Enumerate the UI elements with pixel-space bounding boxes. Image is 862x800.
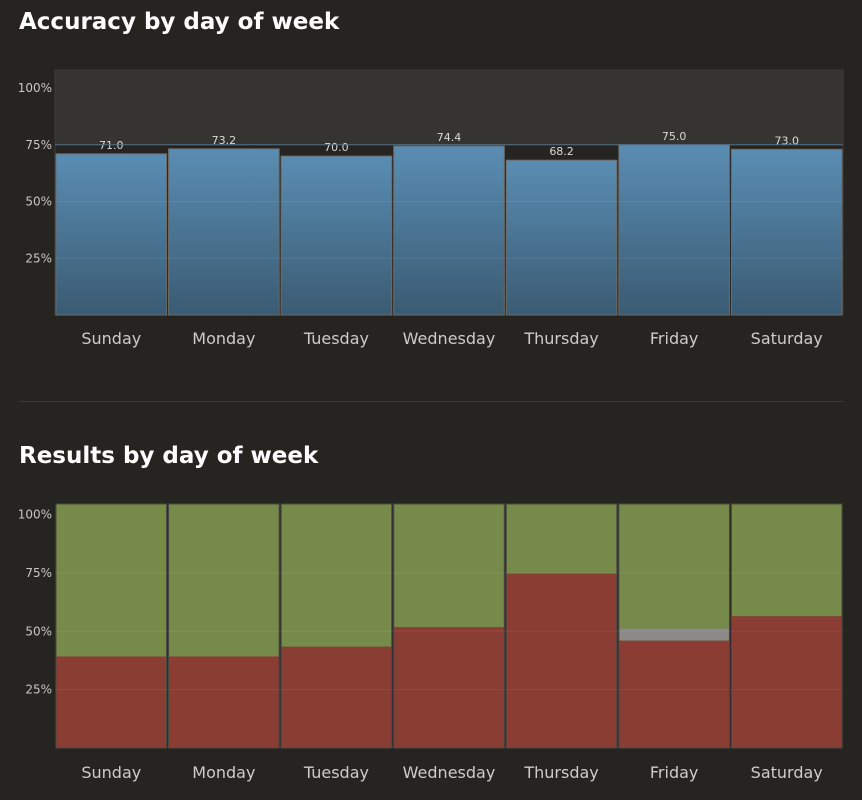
accuracy-bar xyxy=(280,155,393,316)
accuracy-bar xyxy=(730,148,843,316)
x-category-label: Tuesday xyxy=(303,329,369,348)
x-category-label: Thursday xyxy=(523,763,598,782)
x-category-label: Wednesday xyxy=(403,763,496,782)
results-bar-segment-loss xyxy=(506,573,617,748)
results-bar-outline xyxy=(168,503,280,749)
x-category-label: Saturday xyxy=(751,329,823,348)
x-category-label: Friday xyxy=(650,763,699,782)
x-category-label: Sunday xyxy=(81,763,141,782)
bar-value-label: 74.4 xyxy=(437,131,462,144)
bar-value-label: 70.0 xyxy=(324,141,349,154)
results-bar-segment-win xyxy=(281,504,392,647)
results-bar-segment-loss xyxy=(618,640,730,748)
results-bar-outline xyxy=(505,503,618,749)
results-bar-outline xyxy=(393,503,505,749)
bar-value-label: 71.0 xyxy=(99,139,124,152)
x-category-label: Monday xyxy=(192,329,255,348)
accuracy-bar xyxy=(55,153,168,316)
accuracy-bar xyxy=(168,148,280,316)
results-bar-outline xyxy=(280,503,393,749)
y-tick-label: 25% xyxy=(25,683,52,697)
results-bar-segment-loss xyxy=(731,616,842,748)
x-category-label: Friday xyxy=(650,329,699,348)
plot-background xyxy=(55,70,843,145)
y-tick-label: 50% xyxy=(25,195,52,209)
y-tick-label: 100% xyxy=(18,508,52,522)
bar-value-label: 73.0 xyxy=(774,134,799,147)
bar-value-label: 73.2 xyxy=(212,134,237,147)
results-bar-outline xyxy=(55,503,168,749)
accuracy-chart: 25% 50% 75% 100% 71.0 73.2 70.0 74.4 68.2 75.0 73.… xyxy=(18,69,844,348)
y-tick-label: 25% xyxy=(25,251,52,265)
results-bar-segment-win xyxy=(731,504,842,617)
results-bar-segment-loss xyxy=(393,627,505,748)
x-category-label: Saturday xyxy=(751,763,823,782)
y-tick-label: 100% xyxy=(18,81,52,95)
y-tick-label: 75% xyxy=(25,138,52,152)
results-bar-segment-win xyxy=(618,504,730,629)
bar-value-label: 75.0 xyxy=(662,130,687,143)
x-category-label: Sunday xyxy=(81,329,141,348)
x-category-label: Monday xyxy=(192,763,255,782)
results-bar-segment-loss xyxy=(56,656,167,748)
x-category-label: Thursday xyxy=(523,329,598,348)
results-bar-segment-win xyxy=(393,504,505,628)
results-bar-segment-loss xyxy=(168,656,280,748)
accuracy-bar xyxy=(393,145,505,316)
accuracy-bar xyxy=(618,144,730,316)
results-bar-segment-win xyxy=(506,504,617,574)
results-chart-title: Results by day of week xyxy=(19,443,319,469)
y-tick-label: 75% xyxy=(25,566,52,580)
accuracy-bar xyxy=(505,159,618,316)
x-category-label: Tuesday xyxy=(303,763,369,782)
results-bar-segment-draw xyxy=(618,628,730,641)
bar-value-label: 68.2 xyxy=(549,145,574,158)
results-bar-segment-win xyxy=(168,504,280,657)
results-chart: 25% 50% 75% 100% Sunday Monday Tuesday Wednesda… xyxy=(18,503,843,782)
results-bar-segment-loss xyxy=(281,646,392,748)
results-bar-outline xyxy=(618,503,730,749)
y-tick-label: 50% xyxy=(25,624,52,638)
x-category-label: Wednesday xyxy=(403,329,496,348)
results-bar-segment-win xyxy=(56,504,167,657)
accuracy-chart-title: Accuracy by day of week xyxy=(19,9,340,35)
results-bar-outline xyxy=(730,503,843,749)
section-divider xyxy=(19,401,843,402)
